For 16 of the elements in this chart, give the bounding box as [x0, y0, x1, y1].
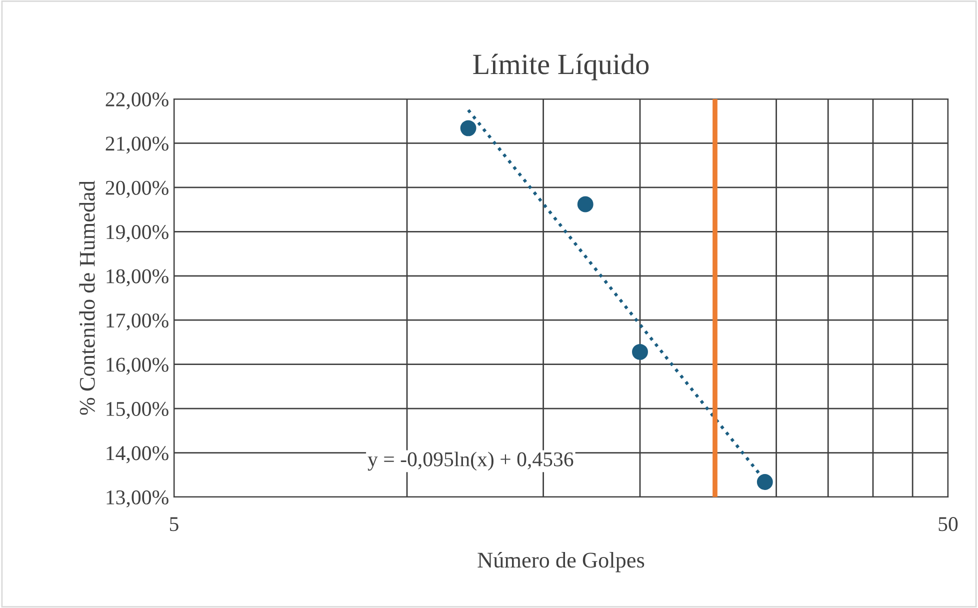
y-tick-label: 22,00% — [106, 92, 168, 110]
y-tick-label: 16,00% — [106, 358, 168, 375]
y-tick-label: 15,00% — [106, 402, 168, 419]
x-axis-title: Número de Golpes — [478, 552, 644, 572]
x-tick-label: 5 — [170, 517, 178, 532]
y-tick-label: 17,00% — [106, 313, 168, 331]
annotation: y = -0,095ln(x) + 0,4536 — [368, 452, 574, 471]
y-tick-label: 18,00% — [106, 269, 168, 286]
chart-title: Límite Líquido — [473, 54, 649, 80]
y-tick-label: 19,00% — [106, 225, 168, 242]
y-tick-label: 13,00% — [106, 490, 168, 508]
y-tick-label: 20,00% — [106, 180, 168, 198]
y-tick-label: 21,00% — [106, 136, 168, 154]
y-axis-title: % Contenido de Humedad — [79, 180, 95, 415]
y-tick-label: 14,00% — [106, 446, 168, 464]
x-tick-label: 50 — [938, 517, 958, 532]
